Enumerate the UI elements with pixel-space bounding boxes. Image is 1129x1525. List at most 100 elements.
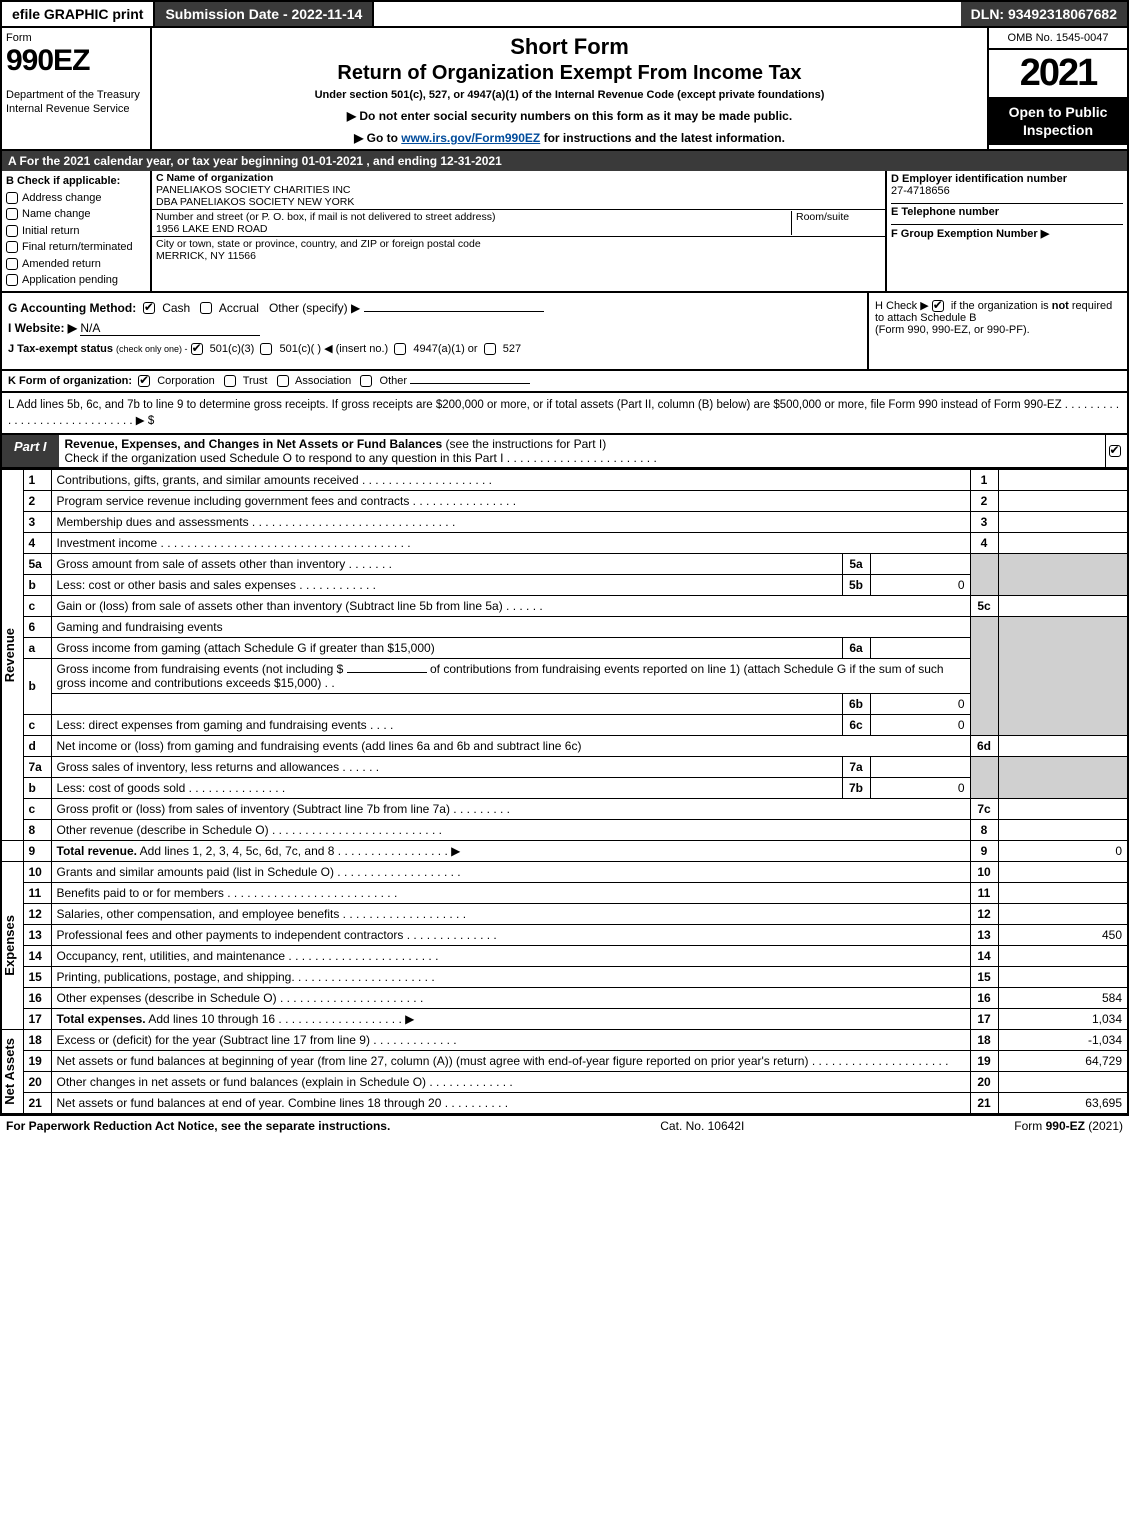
row-num: 14	[23, 945, 51, 966]
line-3-value	[998, 511, 1128, 532]
line-10-text: Grants and similar amounts paid (list in…	[51, 861, 970, 882]
line-6b-value: 0	[870, 693, 970, 714]
line-4-text: Investment income . . . . . . . . . . . …	[51, 532, 970, 553]
line-21-value: 63,695	[998, 1092, 1128, 1114]
row-num: 19	[23, 1050, 51, 1071]
row-num: c	[23, 595, 51, 616]
checkbox-accrual[interactable]	[200, 302, 212, 314]
goto-pre: ▶ Go to	[354, 131, 401, 145]
line-6a-ref: 6a	[842, 637, 870, 658]
check-final-return[interactable]: Final return/terminated	[6, 239, 146, 256]
line-11-text: Benefits paid to or for members . . . . …	[51, 882, 970, 903]
check-amended-return[interactable]: Amended return	[6, 256, 146, 273]
org-name-1: PANELIAKOS SOCIETY CHARITIES INC	[156, 184, 351, 196]
line-8-ref: 8	[970, 819, 998, 840]
line-20-ref: 20	[970, 1071, 998, 1092]
line-h-l3: (Form 990, 990-EZ, or 990-PF).	[875, 324, 1030, 336]
line-19-ref: 19	[970, 1050, 998, 1071]
row-num: b	[23, 574, 51, 595]
line-5c-text: Gain or (loss) from sale of assets other…	[51, 595, 970, 616]
line-10-ref: 10	[970, 861, 998, 882]
line-5a-text: Gross amount from sale of assets other t…	[51, 553, 842, 574]
check-address-change[interactable]: Address change	[6, 190, 146, 207]
submission-date-label: Submission Date - 2022-11-14	[155, 2, 374, 26]
check-label: Address change	[22, 192, 102, 204]
footer-right: Form 990-EZ (2021)	[1014, 1119, 1123, 1133]
line-21-text: Net assets or fund balances at end of ye…	[51, 1092, 970, 1114]
checkbox-icon	[6, 208, 18, 220]
addr-label: Number and street (or P. O. box, if mail…	[156, 211, 495, 223]
part-1-check-cell	[1105, 435, 1127, 467]
line-5c-value	[998, 595, 1128, 616]
line-16-value: 584	[998, 987, 1128, 1008]
checkbox-schedule-o[interactable]	[1109, 445, 1121, 457]
l17-bold: Total expenses.	[57, 1012, 146, 1026]
line-9-ref: 9	[970, 840, 998, 861]
header-right-block: OMB No. 1545-0047 2021 Open to Public In…	[987, 28, 1127, 149]
l17-rest: Add lines 10 through 16 . . . . . . . . …	[146, 1012, 415, 1026]
cash-label: Cash	[162, 301, 190, 315]
row-num: 7a	[23, 756, 51, 777]
check-initial-return[interactable]: Initial return	[6, 223, 146, 240]
form-label: Form	[6, 32, 146, 44]
opt-501c: 501(c)( ) ◀ (insert no.)	[279, 343, 388, 355]
checkbox-527[interactable]	[484, 343, 496, 355]
shaded-cell	[970, 553, 998, 595]
opt-corp: Corporation	[157, 375, 214, 387]
check-label: Name change	[22, 208, 91, 220]
checkbox-501c3[interactable]	[191, 343, 203, 355]
other-label: Other (specify) ▶	[269, 301, 360, 315]
opt-501c3: 501(c)(3)	[210, 343, 255, 355]
line-4-ref: 4	[970, 532, 998, 553]
check-application-pending[interactable]: Application pending	[6, 272, 146, 289]
checkbox-trust[interactable]	[224, 375, 236, 387]
row-num: 18	[23, 1029, 51, 1050]
row-num: 4	[23, 532, 51, 553]
checkbox-cash[interactable]	[143, 302, 155, 314]
l6b-amount-input[interactable]	[347, 672, 427, 673]
notice-goto: ▶ Go to www.irs.gov/Form990EZ for instru…	[160, 131, 979, 145]
line-18-value: -1,034	[998, 1029, 1128, 1050]
other-specify-input[interactable]	[364, 311, 544, 312]
line-l-gross-receipts: L Add lines 5b, 6c, and 7b to line 9 to …	[0, 393, 1129, 435]
line-7c-ref: 7c	[970, 798, 998, 819]
line-5c-ref: 5c	[970, 595, 998, 616]
line-15-text: Printing, publications, postage, and shi…	[51, 966, 970, 987]
line-16-text: Other expenses (describe in Schedule O) …	[51, 987, 970, 1008]
line-7c-value	[998, 798, 1128, 819]
checkbox-4947[interactable]	[394, 343, 406, 355]
line-2-text: Program service revenue including govern…	[51, 490, 970, 511]
checkbox-corporation[interactable]	[138, 375, 150, 387]
room-suite-label: Room/suite	[796, 211, 849, 223]
part-1-title: Revenue, Expenses, and Changes in Net As…	[59, 435, 1105, 467]
line-18-text: Excess or (deficit) for the year (Subtra…	[51, 1029, 970, 1050]
line-5b-text: Less: cost or other basis and sales expe…	[51, 574, 842, 595]
line-7a-value	[870, 756, 970, 777]
row-num: 8	[23, 819, 51, 840]
line-16-ref: 16	[970, 987, 998, 1008]
line-17-ref: 17	[970, 1008, 998, 1029]
checkbox-other-org[interactable]	[360, 375, 372, 387]
checkbox-schedule-b[interactable]	[932, 300, 944, 312]
org-address: 1956 LAKE END ROAD	[156, 223, 267, 235]
row-num: b	[23, 777, 51, 798]
row-num: d	[23, 735, 51, 756]
row-num: 6	[23, 616, 51, 637]
other-org-input[interactable]	[410, 383, 530, 384]
efile-print-button[interactable]: efile GRAPHIC print	[2, 2, 155, 26]
part-1-tab: Part I	[2, 435, 59, 467]
omb-number: OMB No. 1545-0047	[989, 28, 1127, 50]
line-15-ref: 15	[970, 966, 998, 987]
check-name-change[interactable]: Name change	[6, 206, 146, 223]
checkbox-501c[interactable]	[260, 343, 272, 355]
dln-label: DLN: 93492318067682	[961, 2, 1127, 26]
line-6d-ref: 6d	[970, 735, 998, 756]
checkbox-association[interactable]	[277, 375, 289, 387]
line-12-value	[998, 903, 1128, 924]
irs-link[interactable]: www.irs.gov/Form990EZ	[401, 131, 540, 145]
line-g-accounting: G Accounting Method: Cash Accrual Other …	[8, 301, 861, 315]
line-8-value	[998, 819, 1128, 840]
line-15-value	[998, 966, 1128, 987]
opt-527: 527	[503, 343, 521, 355]
footer-right-pre: Form	[1014, 1119, 1045, 1133]
